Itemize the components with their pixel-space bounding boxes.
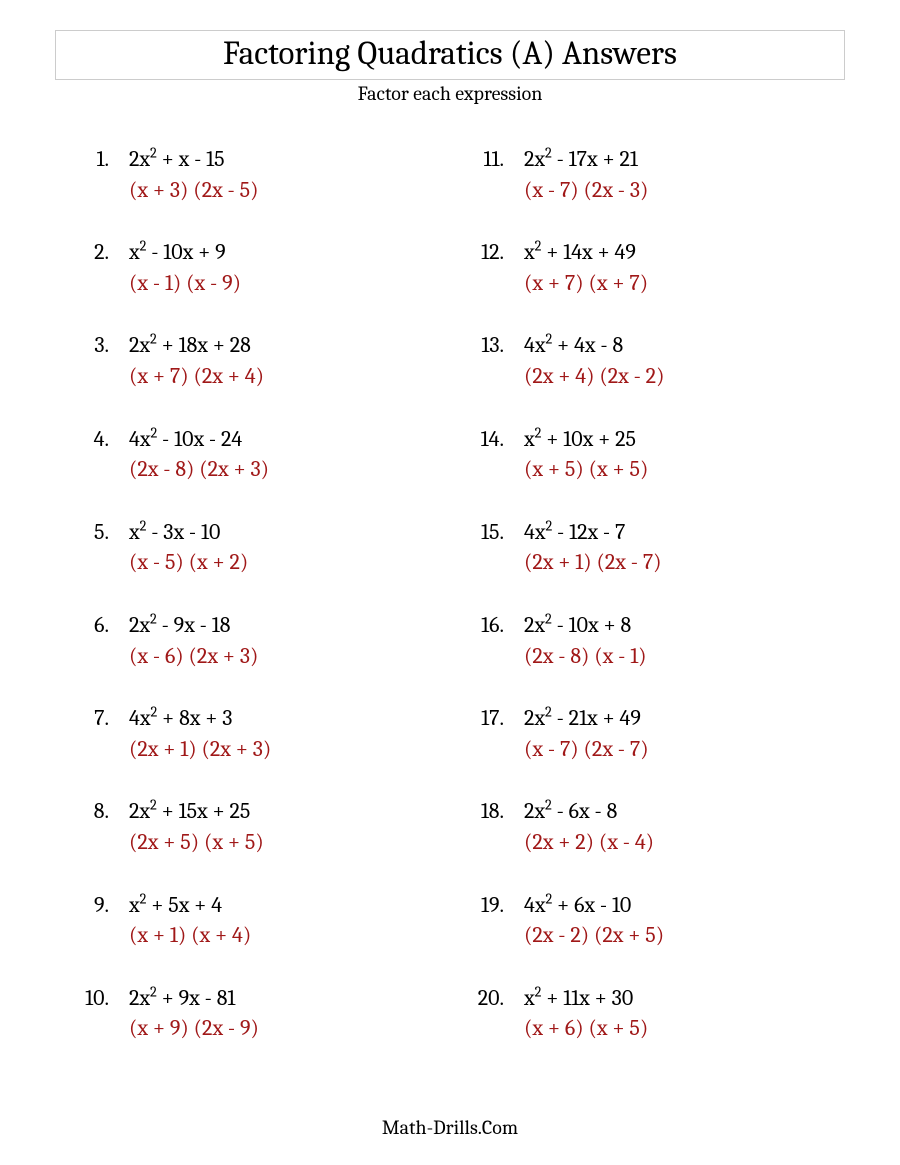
problem-answer: (x + 1) (x + 4) bbox=[129, 921, 440, 950]
problem-number: 5. bbox=[65, 518, 129, 577]
problem-number: 8. bbox=[65, 797, 129, 856]
problem-expression: 2x2 + 9x - 81 bbox=[129, 984, 440, 1013]
column-right: 11.2x2 - 17x + 21(x - 7) (2x - 3)12.x2 +… bbox=[460, 145, 835, 1077]
problem-expression: x2 + 14x + 49 bbox=[524, 238, 835, 267]
problem-expression: x2 - 10x + 9 bbox=[129, 238, 440, 267]
page-title: Factoring Quadratics (A) Answers bbox=[56, 35, 844, 73]
problem-expression: x2 + 5x + 4 bbox=[129, 891, 440, 920]
problem-number: 1. bbox=[65, 145, 129, 204]
problem-answer: (x - 7) (2x - 7) bbox=[524, 735, 835, 764]
problem-number: 20. bbox=[460, 984, 524, 1043]
problem-expression: 2x2 - 9x - 18 bbox=[129, 611, 440, 640]
problem-row: 19.4x2 + 6x - 10(2x - 2) (2x + 5) bbox=[460, 891, 835, 950]
problem-answer: (2x - 8) (x - 1) bbox=[524, 642, 835, 671]
problem-number: 12. bbox=[460, 238, 524, 297]
problem-expression: 4x2 - 12x - 7 bbox=[524, 518, 835, 547]
problem-answer: (2x + 2) (x - 4) bbox=[524, 828, 835, 857]
problem-row: 16.2x2 - 10x + 8(2x - 8) (x - 1) bbox=[460, 611, 835, 670]
problem-row: 4.4x2 - 10x - 24(2x - 8) (2x + 3) bbox=[65, 425, 440, 484]
problem-expression: x2 + 11x + 30 bbox=[524, 984, 835, 1013]
problem-expression: 2x2 - 6x - 8 bbox=[524, 797, 835, 826]
problem-answer: (2x + 4) (2x - 2) bbox=[524, 362, 835, 391]
problem-number: 10. bbox=[65, 984, 129, 1043]
problem-answer: (x - 1) (x - 9) bbox=[129, 269, 440, 298]
problem-number: 6. bbox=[65, 611, 129, 670]
problem-row: 7.4x2 + 8x + 3(2x + 1) (2x + 3) bbox=[65, 704, 440, 763]
problem-row: 6.2x2 - 9x - 18(x - 6) (2x + 3) bbox=[65, 611, 440, 670]
problem-row: 15.4x2 - 12x - 7(2x + 1) (2x - 7) bbox=[460, 518, 835, 577]
problem-number: 14. bbox=[460, 425, 524, 484]
problem-number: 13. bbox=[460, 331, 524, 390]
problem-row: 1.2x2 + x - 15(x + 3) (2x - 5) bbox=[65, 145, 440, 204]
problem-number: 7. bbox=[65, 704, 129, 763]
problem-answer: (x + 6) (x + 5) bbox=[524, 1014, 835, 1043]
problem-answer: (x + 3) (2x - 5) bbox=[129, 176, 440, 205]
problem-row: 10.2x2 + 9x - 81(x + 9) (2x - 9) bbox=[65, 984, 440, 1043]
problem-answer: (2x - 8) (2x + 3) bbox=[129, 455, 440, 484]
problem-expression: x2 + 10x + 25 bbox=[524, 425, 835, 454]
problem-row: 11.2x2 - 17x + 21(x - 7) (2x - 3) bbox=[460, 145, 835, 204]
problem-row: 14.x2 + 10x + 25(x + 5) (x + 5) bbox=[460, 425, 835, 484]
problem-number: 15. bbox=[460, 518, 524, 577]
problem-answer: (2x + 1) (2x - 7) bbox=[524, 548, 835, 577]
problem-expression: 4x2 - 10x - 24 bbox=[129, 425, 440, 454]
page-footer: Math-Drills.Com bbox=[0, 1116, 900, 1139]
problem-answer: (x - 7) (2x - 3) bbox=[524, 176, 835, 205]
column-left: 1.2x2 + x - 15(x + 3) (2x - 5) 2.x2 - 10x… bbox=[65, 145, 440, 1077]
problem-expression: x2 - 3x - 10 bbox=[129, 518, 440, 547]
problem-row: 9.x2 + 5x + 4(x + 1) (x + 4) bbox=[65, 891, 440, 950]
page-subtitle: Factor each expression bbox=[55, 82, 845, 105]
problem-number: 2. bbox=[65, 238, 129, 297]
problem-expression: 4x2 + 4x - 8 bbox=[524, 331, 835, 360]
problem-expression: 2x2 - 17x + 21 bbox=[524, 145, 835, 174]
problem-expression: 2x2 + x - 15 bbox=[129, 145, 440, 174]
problem-answer: (x + 5) (x + 5) bbox=[524, 455, 835, 484]
problem-answer: (x + 7) (x + 7) bbox=[524, 269, 835, 298]
problem-expression: 4x2 + 6x - 10 bbox=[524, 891, 835, 920]
problem-number: 16. bbox=[460, 611, 524, 670]
problem-row: 5.x2 - 3x - 10(x - 5) (x + 2) bbox=[65, 518, 440, 577]
problem-answer: (x + 7) (2x + 4) bbox=[129, 362, 440, 391]
problem-number: 11. bbox=[460, 145, 524, 204]
problems-grid: 1.2x2 + x - 15(x + 3) (2x - 5) 2.x2 - 10x… bbox=[55, 145, 845, 1077]
problem-row: 2.x2 - 10x + 9(x - 1) (x - 9) bbox=[65, 238, 440, 297]
problem-row: 20.x2 + 11x + 30(x + 6) (x + 5) bbox=[460, 984, 835, 1043]
problem-row: 18.2x2 - 6x - 8(2x + 2) (x - 4) bbox=[460, 797, 835, 856]
problem-number: 19. bbox=[460, 891, 524, 950]
problem-number: 4. bbox=[65, 425, 129, 484]
problem-number: 17. bbox=[460, 704, 524, 763]
title-container: Factoring Quadratics (A) Answers bbox=[55, 30, 845, 80]
problem-row: 13.4x2 + 4x - 8(2x + 4) (2x - 2) bbox=[460, 331, 835, 390]
problem-answer: (2x - 2) (2x + 5) bbox=[524, 921, 835, 950]
problem-expression: 2x2 + 15x + 25 bbox=[129, 797, 440, 826]
problem-number: 9. bbox=[65, 891, 129, 950]
problem-row: 12.x2 + 14x + 49(x + 7) (x + 7) bbox=[460, 238, 835, 297]
problem-row: 8.2x2 + 15x + 25(2x + 5) (x + 5) bbox=[65, 797, 440, 856]
problem-number: 3. bbox=[65, 331, 129, 390]
problem-answer: (x - 6) (2x + 3) bbox=[129, 642, 440, 671]
problem-number: 18. bbox=[460, 797, 524, 856]
problem-answer: (x - 5) (x + 2) bbox=[129, 548, 440, 577]
problem-row: 3.2x2 + 18x + 28(x + 7) (2x + 4) bbox=[65, 331, 440, 390]
problem-answer: (2x + 5) (x + 5) bbox=[129, 828, 440, 857]
problem-row: 17.2x2 - 21x + 49(x - 7) (2x - 7) bbox=[460, 704, 835, 763]
problem-expression: 2x2 - 21x + 49 bbox=[524, 704, 835, 733]
problem-expression: 2x2 - 10x + 8 bbox=[524, 611, 835, 640]
problem-answer: (x + 9) (2x - 9) bbox=[129, 1014, 440, 1043]
problem-expression: 4x2 + 8x + 3 bbox=[129, 704, 440, 733]
problem-answer: (2x + 1) (2x + 3) bbox=[129, 735, 440, 764]
problem-expression: 2x2 + 18x + 28 bbox=[129, 331, 440, 360]
